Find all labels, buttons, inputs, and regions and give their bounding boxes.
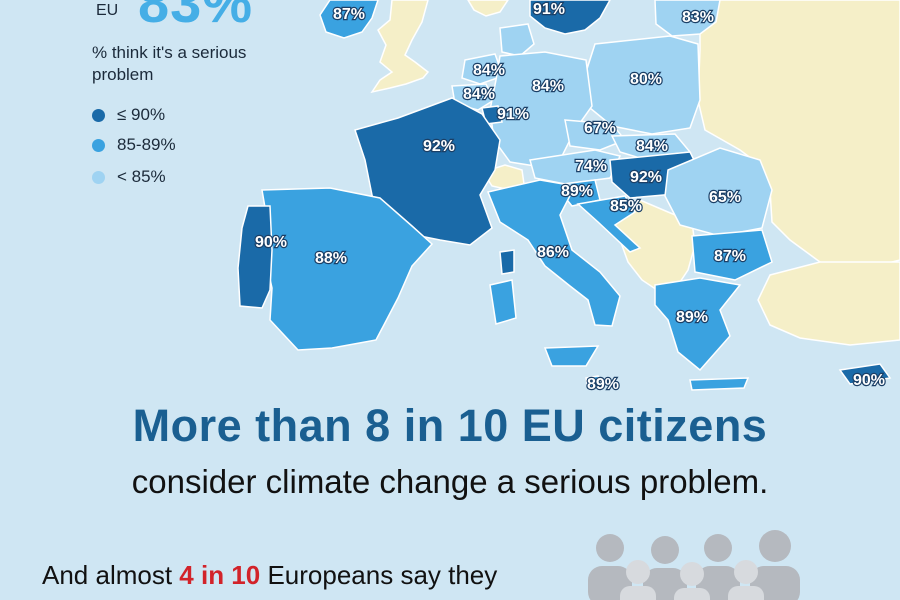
dot-icon: [92, 170, 105, 184]
great-britain: [370, 0, 430, 94]
map-label-luxembourg: 91%: [497, 106, 529, 123]
map-label-italy: 86%: [537, 244, 569, 261]
greece-shape: [654, 277, 742, 372]
crete-shape: [689, 377, 750, 391]
eu-value: 83%: [138, 0, 254, 34]
map-label-slovenia: 89%: [561, 183, 593, 200]
legend-item-label: 85-89%: [117, 135, 176, 154]
ireland-shape: [319, 0, 379, 39]
legend-item-low: < 85%: [92, 166, 166, 188]
baltics-shape: [654, 0, 721, 37]
romania-shape: [664, 147, 773, 237]
people-crowd-icon: [588, 530, 800, 600]
map-label-greece: 89%: [676, 309, 708, 326]
map-label-austria: 74%: [575, 158, 607, 175]
norway-tip: [467, 0, 509, 17]
bulgaria-shape: [691, 229, 773, 281]
legend-description: % think it's a serious problem: [92, 43, 247, 84]
sardinia-shape: [489, 279, 517, 325]
map-label-croatia: 85%: [610, 198, 642, 215]
eu-label: EU: [96, 2, 119, 19]
map-label-romania: 65%: [709, 189, 741, 206]
map-label-cyprus: 90%: [853, 372, 885, 389]
turkey: [757, 261, 900, 346]
cyprus-shape: [838, 363, 892, 385]
map-value-labels: 87% 91% 83% 84% 84% 84% 80% 91% 67% 84% 92% 74% 92% 8…: [254, 0, 886, 394]
legend-item-label: ≤ 90%: [117, 105, 166, 124]
portugal-shape: [237, 205, 273, 309]
italy-shape: [486, 179, 621, 327]
non-eu-land: [370, 0, 900, 346]
map-label-slovakia: 84%: [636, 138, 668, 155]
malta-shape: [585, 375, 601, 389]
bottom-highlight: 4 in 10: [179, 560, 261, 590]
map-label-spain: 88%: [315, 250, 347, 267]
dot-icon: [92, 108, 105, 122]
map-label-czechia: 67%: [584, 120, 616, 137]
eu-countries: [237, 0, 892, 391]
map-label-france: 92%: [423, 138, 455, 155]
map-label-poland: 80%: [630, 71, 662, 88]
czechia-shape: [564, 119, 627, 151]
croatia-shape: [576, 195, 642, 253]
map-label-malta: 89%: [587, 376, 619, 393]
map-label-hungary: 92%: [630, 169, 662, 186]
austria-shape: [529, 149, 622, 185]
denmark-shape: [499, 23, 535, 57]
map-label-bulgaria: 87%: [714, 248, 746, 265]
bottom-text: And almost 4 in 10 Europeans say they: [42, 560, 497, 591]
map-label-germany: 84%: [532, 78, 564, 95]
map-label-portugal: 90%: [255, 234, 287, 251]
legend-item-label: < 85%: [117, 167, 166, 186]
netherlands-shape: [461, 53, 504, 85]
legend-item-high: ≤ 90%: [92, 104, 165, 126]
subline: consider climate change a serious proble…: [131, 463, 769, 500]
bottom-suffix: Europeans say they: [260, 560, 498, 590]
map-label-belgium: 84%: [463, 86, 495, 103]
sweden-shape: [529, 0, 611, 35]
legend-item-mid: 85-89%: [92, 134, 176, 156]
bottom-prefix: And almost: [42, 560, 180, 590]
sicily-shape: [543, 345, 600, 367]
headline: More than 8 in 10 EU citizens: [132, 400, 768, 451]
map-label-sweden: 91%: [533, 1, 565, 18]
map-label-ireland: 87%: [333, 6, 365, 23]
map-label-lithuania: 83%: [682, 9, 714, 26]
dot-icon: [92, 138, 105, 152]
map-label-netherlands: 84%: [473, 62, 505, 79]
corsica-shape: [499, 249, 515, 275]
europe-map: 87% 91% 83% 84% 84% 84% 80% 91% 67% 84% 92% 74% 92% 8…: [237, 0, 900, 395]
